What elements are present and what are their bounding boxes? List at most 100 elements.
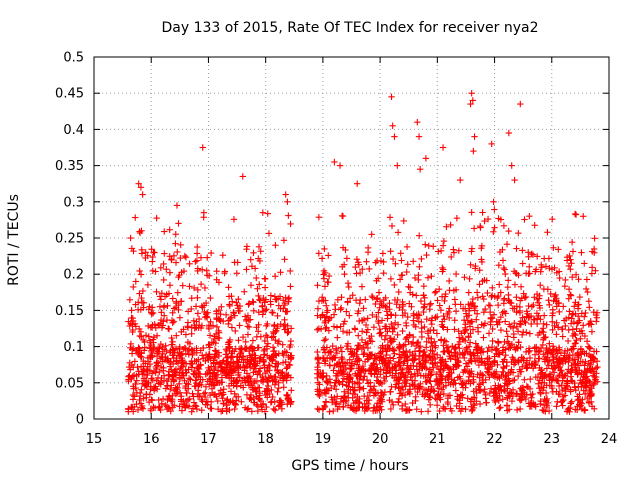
data-point	[151, 404, 159, 412]
data-point	[127, 340, 135, 348]
data-point	[197, 361, 204, 368]
data-point	[206, 367, 213, 374]
data-point	[178, 357, 185, 364]
data-point	[435, 385, 442, 392]
data-point	[283, 392, 290, 399]
data-point	[226, 315, 234, 323]
data-point	[169, 346, 176, 353]
data-point	[129, 321, 136, 328]
data-point	[250, 307, 257, 315]
data-point	[214, 334, 222, 342]
data-point	[222, 351, 229, 358]
data-point	[158, 309, 165, 316]
data-point	[169, 351, 177, 359]
data-point	[130, 408, 137, 415]
data-point	[287, 337, 295, 345]
data-point	[271, 273, 279, 280]
data-point	[262, 391, 269, 399]
data-point	[151, 321, 158, 328]
data-point	[284, 329, 291, 337]
data-point	[446, 305, 453, 312]
data-point	[137, 400, 145, 407]
data-point	[182, 384, 189, 392]
data-point	[339, 328, 347, 335]
data-point	[226, 338, 233, 345]
data-point	[226, 301, 233, 308]
data-point	[217, 310, 224, 318]
data-point	[160, 346, 168, 353]
data-point	[244, 312, 252, 319]
data-point	[232, 401, 240, 409]
data-point	[249, 337, 257, 344]
data-point	[233, 358, 241, 365]
data-point	[273, 352, 280, 359]
data-point	[261, 408, 269, 415]
data-point	[160, 318, 167, 325]
data-point	[247, 282, 255, 289]
data-point	[204, 354, 211, 361]
data-point	[187, 376, 194, 383]
data-point	[185, 345, 193, 353]
data-point	[581, 260, 588, 267]
data-point	[516, 405, 524, 413]
data-point	[142, 360, 149, 367]
data-point	[223, 363, 230, 371]
data-point	[223, 358, 230, 365]
data-point	[261, 299, 269, 306]
data-point	[194, 294, 201, 302]
data-point	[254, 360, 261, 367]
data-point	[153, 362, 161, 369]
data-point	[437, 247, 445, 255]
data-point	[225, 339, 232, 346]
data-point	[271, 406, 279, 414]
data-point	[177, 241, 184, 249]
data-point	[149, 304, 156, 311]
data-point	[156, 303, 164, 310]
data-point	[153, 214, 160, 222]
data-point	[231, 400, 239, 407]
data-point	[325, 252, 332, 259]
data-point	[186, 260, 193, 268]
data-point	[485, 330, 493, 337]
data-point	[160, 372, 168, 379]
data-point	[172, 240, 179, 247]
data-point	[164, 302, 171, 310]
data-point	[158, 290, 166, 297]
data-point	[128, 314, 135, 322]
data-point	[176, 343, 183, 351]
data-point	[225, 284, 232, 291]
data-point	[176, 389, 184, 396]
data-point	[276, 374, 284, 381]
data-point	[213, 350, 220, 358]
data-point	[344, 279, 352, 287]
data-point	[237, 382, 245, 389]
data-point	[567, 291, 574, 298]
data-point	[256, 281, 263, 288]
data-point	[208, 380, 215, 388]
data-point	[268, 309, 276, 316]
data-point	[255, 395, 263, 402]
data-point	[245, 300, 253, 307]
data-point	[263, 322, 270, 330]
data-point	[571, 340, 579, 347]
data-point	[163, 405, 171, 413]
data-point	[163, 266, 170, 273]
data-point	[241, 313, 249, 320]
data-point	[277, 269, 284, 276]
data-point	[253, 274, 260, 282]
data-point	[281, 316, 288, 324]
data-point	[212, 348, 220, 355]
data-point	[248, 408, 256, 415]
data-point	[236, 307, 244, 315]
data-point	[287, 283, 294, 290]
data-point	[322, 335, 329, 343]
data-point	[153, 385, 161, 393]
data-point	[245, 323, 253, 331]
data-point	[268, 334, 275, 341]
data-point	[133, 372, 140, 380]
data-point	[275, 338, 283, 345]
data-point	[245, 301, 252, 308]
data-point	[156, 293, 164, 300]
data-point	[239, 333, 247, 341]
data-point	[152, 324, 160, 332]
